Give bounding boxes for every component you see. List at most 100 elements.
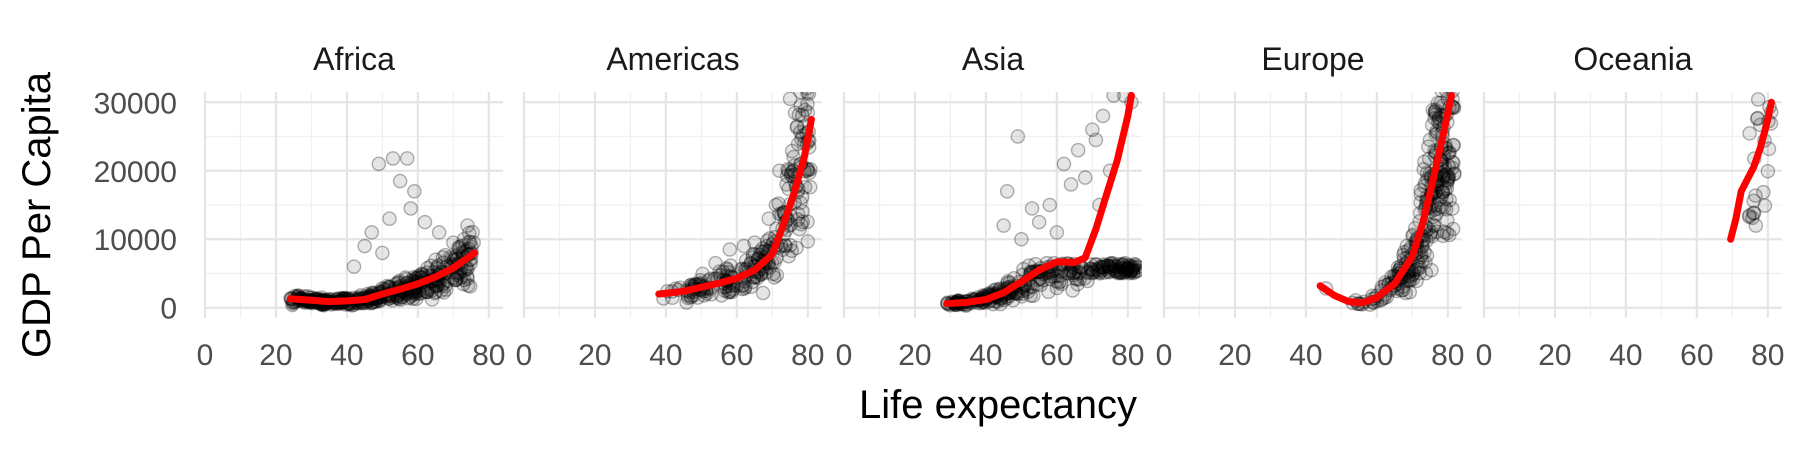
data-point	[1438, 167, 1453, 182]
data-point	[1445, 160, 1460, 176]
x-tick-label: 60	[401, 339, 434, 372]
data-point	[428, 252, 443, 268]
x-tick-label: 0	[516, 339, 533, 372]
data-point	[1415, 253, 1430, 269]
data-point	[1436, 199, 1452, 215]
data-point	[1434, 199, 1449, 214]
data-point	[1071, 265, 1087, 281]
data-point	[1444, 18, 1457, 31]
data-point	[1120, 261, 1135, 277]
data-point	[424, 283, 439, 298]
data-point	[1065, 283, 1080, 298]
data-point	[790, 212, 806, 227]
data-point	[722, 284, 737, 300]
x-tick-label: 20	[1538, 339, 1571, 372]
data-point	[1125, 262, 1140, 277]
data-point	[784, 143, 800, 159]
data-point	[708, 255, 723, 271]
data-point	[436, 285, 452, 300]
data-point	[1419, 248, 1435, 263]
data-point	[1426, 217, 1442, 233]
data-point	[794, 108, 810, 123]
grid	[1482, 92, 1782, 318]
x-tick-label: 20	[898, 339, 931, 372]
data-point	[781, 163, 796, 179]
data-point	[1049, 268, 1065, 284]
data-point	[1077, 170, 1093, 185]
data-point	[1749, 111, 1765, 126]
data-point	[787, 105, 803, 121]
data-point	[797, 102, 813, 118]
data-point	[714, 288, 729, 303]
data-point	[1024, 201, 1040, 216]
data-point	[795, 214, 811, 230]
data-point	[1445, 59, 1458, 72]
data-point	[1123, 264, 1138, 280]
trend-line	[943, 92, 1135, 308]
data-point	[1746, 193, 1761, 209]
data-point	[1120, 261, 1136, 277]
data-point	[1423, 224, 1439, 240]
data-point	[1448, 56, 1461, 69]
data-point	[1750, 92, 1766, 107]
data-point	[1444, 56, 1457, 69]
data-point	[400, 291, 416, 306]
data-point	[724, 284, 740, 300]
data-point	[1431, 201, 1446, 216]
y-axis-title: GDP Per Capita	[15, 71, 59, 358]
data-point	[1103, 255, 1119, 271]
data-point	[1446, 0, 1459, 4]
data-point	[1126, 256, 1142, 272]
data-point	[1099, 258, 1115, 273]
data-point	[1095, 108, 1111, 124]
data-point	[1125, 262, 1141, 278]
x-tick-label: 0	[836, 339, 853, 372]
data-point	[385, 151, 401, 166]
x-tick-label: 40	[1609, 339, 1642, 372]
data-point	[1427, 111, 1442, 126]
data-point	[1439, 225, 1455, 241]
data-point	[1102, 262, 1118, 278]
data-point	[1412, 260, 1428, 276]
data-point	[772, 163, 787, 179]
data-point	[1440, 172, 1456, 188]
data-point	[1418, 254, 1433, 270]
data-point	[1117, 263, 1133, 279]
data-point	[1121, 261, 1137, 277]
data-point	[791, 107, 807, 123]
data-point	[768, 197, 784, 213]
data-point	[1438, 191, 1454, 207]
data-point	[1020, 284, 1036, 300]
data-point	[1434, 189, 1449, 205]
data-point	[357, 238, 372, 254]
data-point	[1049, 225, 1065, 240]
data-point	[1092, 259, 1108, 275]
data-point	[455, 238, 470, 253]
data-point	[448, 271, 464, 286]
data-point	[1428, 102, 1443, 118]
data-point	[1067, 271, 1083, 286]
data-point	[782, 92, 798, 107]
data-point	[1435, 184, 1450, 200]
data-point	[413, 286, 429, 301]
data-point	[1442, 145, 1457, 160]
data-point	[1445, 221, 1461, 237]
data-point	[759, 265, 774, 280]
x-tick-label: 80	[1111, 339, 1144, 372]
data-point	[1103, 256, 1119, 272]
data-point	[1405, 272, 1420, 287]
data-point	[1398, 285, 1413, 301]
data-point	[1123, 263, 1139, 279]
data-point	[766, 270, 782, 285]
data-point	[1049, 273, 1065, 289]
data-point	[800, 96, 815, 112]
data-point	[996, 218, 1011, 233]
data-point	[1101, 260, 1117, 276]
data-point	[800, 92, 814, 96]
data-point	[451, 240, 466, 255]
data-point	[1124, 262, 1139, 278]
data-point	[364, 225, 380, 240]
data-point	[1394, 282, 1409, 298]
data-point	[1116, 264, 1131, 279]
data-point	[1101, 264, 1116, 279]
